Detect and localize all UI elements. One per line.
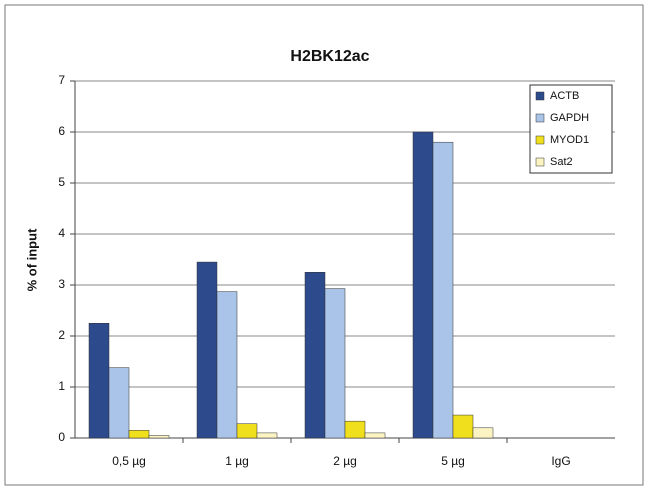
bar	[148, 435, 170, 439]
x-tick-label: 1 µg	[225, 454, 249, 468]
bar	[88, 323, 110, 439]
bar	[256, 432, 278, 439]
bar	[472, 427, 494, 439]
bar	[344, 420, 366, 439]
bar	[432, 141, 454, 439]
bar	[324, 288, 346, 439]
x-tick-label: 2 µg	[333, 454, 357, 468]
bar	[452, 414, 474, 439]
legend-label: Sat2	[550, 156, 573, 168]
legend-swatch	[535, 91, 545, 101]
legend-label: ACTB	[550, 90, 579, 102]
bar	[412, 131, 434, 439]
y-tick-label: 0	[58, 430, 65, 444]
bar	[304, 272, 326, 439]
y-axis-label: % of input	[24, 228, 39, 291]
y-tick-label: 4	[58, 226, 65, 240]
x-tick-label: IgG	[551, 454, 570, 468]
bar	[128, 430, 150, 439]
y-tick-label: 2	[58, 328, 65, 342]
chart-title: H2BK12ac	[290, 48, 369, 65]
x-tick-label: 5 µg	[441, 454, 465, 468]
bar	[196, 261, 218, 439]
y-tick-label: 3	[58, 277, 65, 291]
legend-swatch	[535, 135, 545, 145]
legend-label: GAPDH	[550, 112, 589, 124]
y-tick-label: 5	[58, 175, 65, 189]
bar	[236, 423, 258, 439]
legend-swatch	[535, 113, 545, 123]
bar	[108, 367, 130, 439]
y-tick-label: 6	[58, 124, 65, 138]
legend-label: MYOD1	[550, 134, 589, 146]
bar	[216, 291, 238, 439]
y-tick-label: 7	[58, 73, 65, 87]
bar	[364, 432, 386, 439]
y-tick-label: 1	[58, 379, 65, 393]
x-tick-label: 0,5 µg	[112, 454, 146, 468]
legend-swatch	[535, 157, 545, 167]
